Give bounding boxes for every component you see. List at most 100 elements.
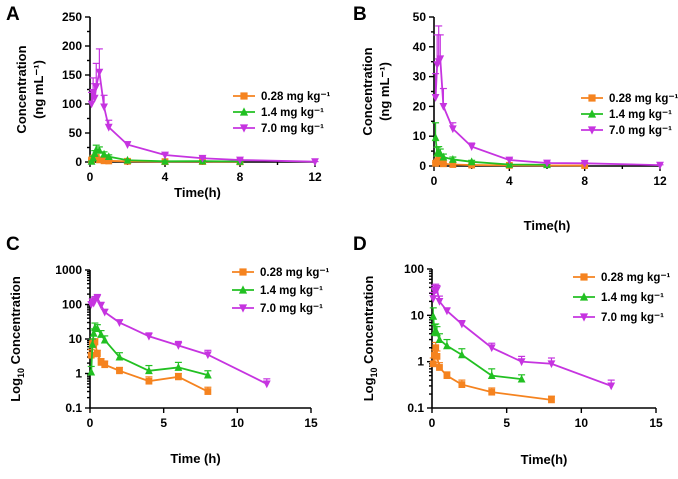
data-point xyxy=(262,380,271,389)
data-point xyxy=(505,156,514,165)
data-point xyxy=(198,154,207,163)
series-3 xyxy=(429,283,616,391)
y-axis-title: Log10 Concentration xyxy=(361,276,379,402)
data-point xyxy=(436,149,445,157)
x-axis-title: Time(h) xyxy=(524,218,571,233)
x-tick-label: 8 xyxy=(237,170,244,184)
series-line xyxy=(432,288,612,387)
data-point xyxy=(429,311,438,320)
legend-marker xyxy=(239,107,249,116)
y-axis-title-rest: Concentration xyxy=(8,276,23,368)
legend-marker xyxy=(587,126,597,135)
data-point xyxy=(87,367,96,376)
legend-label: 0.28 mg kg⁻¹ xyxy=(260,267,330,279)
panel-letter: D xyxy=(353,234,367,255)
data-point xyxy=(95,156,103,164)
y-tick-label: 40 xyxy=(413,40,427,54)
data-point xyxy=(100,157,108,165)
series-2 xyxy=(429,307,526,383)
data-point xyxy=(92,83,101,91)
panel-letter: B xyxy=(353,4,367,25)
legend-entry: 7.0 mg kg⁻¹ xyxy=(573,312,664,324)
x-tick-label: 0 xyxy=(429,416,436,430)
data-point xyxy=(123,155,132,164)
x-tick-label: 0 xyxy=(431,174,438,188)
legend-label: 1.4 mg kg⁻¹ xyxy=(260,285,323,297)
y-tick-label: 10 xyxy=(411,308,425,322)
series-3 xyxy=(431,25,664,170)
x-tick-label: 0 xyxy=(87,170,94,184)
x-tick-label: 12 xyxy=(653,174,667,188)
data-point xyxy=(431,133,440,142)
x-axis-title: Time(h) xyxy=(521,452,568,467)
legend-marker xyxy=(579,313,589,322)
legend-label: 1.4 mg kg⁻¹ xyxy=(261,107,324,119)
data-point xyxy=(236,156,244,165)
data-point xyxy=(448,125,457,134)
y-axis-title-main: Log xyxy=(361,377,376,401)
legend-marker xyxy=(238,285,248,294)
data-point xyxy=(101,361,109,369)
data-point xyxy=(175,373,182,381)
data-point xyxy=(429,360,437,368)
data-point xyxy=(436,55,445,64)
data-point xyxy=(161,156,169,165)
data-point xyxy=(115,352,124,361)
series-2 xyxy=(87,322,212,379)
data-point xyxy=(457,320,466,329)
data-point xyxy=(123,141,132,149)
y-axis-title: Log10 Concentration xyxy=(8,276,26,402)
y-axis-title-main: Log xyxy=(8,378,23,402)
data-point xyxy=(443,307,451,316)
legend-marker xyxy=(238,304,248,313)
data-point xyxy=(91,338,99,346)
data-point xyxy=(487,344,496,353)
data-point xyxy=(435,297,444,306)
x-tick-label: 12 xyxy=(308,170,322,184)
y-tick-label: 0 xyxy=(75,155,82,169)
data-point xyxy=(93,294,102,303)
y-tick-label: 250 xyxy=(62,10,82,24)
data-point xyxy=(203,351,212,360)
legend-entry: 7.0 mg kg⁻¹ xyxy=(233,123,324,135)
legend-label: 1.4 mg kg⁻¹ xyxy=(609,109,672,121)
data-point xyxy=(311,158,319,167)
panel-letter: C xyxy=(6,234,20,255)
data-point xyxy=(203,370,212,379)
data-point xyxy=(204,388,212,395)
data-point xyxy=(100,335,109,344)
y-tick-label: 30 xyxy=(413,70,427,84)
y-tick-label: 1000 xyxy=(55,263,82,277)
data-point xyxy=(432,344,440,352)
data-point xyxy=(90,94,99,103)
data-point xyxy=(547,360,556,369)
x-tick-label: 15 xyxy=(649,416,663,430)
data-point xyxy=(95,68,104,77)
data-point xyxy=(548,396,555,404)
data-point xyxy=(543,159,551,168)
y-tick-label: 0.1 xyxy=(407,401,424,415)
y-axis-title: Concentration (ng mL⁻¹) xyxy=(14,45,46,133)
data-point xyxy=(435,335,444,343)
x-tick-label: 8 xyxy=(581,174,588,188)
data-point xyxy=(440,160,447,168)
data-point xyxy=(145,332,153,341)
y-axis-title-line2: (ng mL⁻¹) xyxy=(377,62,392,121)
data-point xyxy=(488,388,496,396)
y-tick-label: 20 xyxy=(413,99,427,113)
y-tick-label: 100 xyxy=(62,298,82,312)
y-axis-title-subscript: 10 xyxy=(369,367,379,377)
legend-entry: 0.28 mg kg⁻¹ xyxy=(573,272,671,284)
data-point xyxy=(439,152,448,161)
data-point xyxy=(174,363,183,371)
series-2 xyxy=(87,144,244,165)
data-point xyxy=(89,153,98,162)
legend-marker xyxy=(240,92,248,100)
data-point xyxy=(517,374,526,383)
y-tick-label: 10 xyxy=(413,129,427,143)
data-point xyxy=(116,367,123,375)
legend-marker xyxy=(239,268,247,276)
data-point xyxy=(449,161,457,168)
